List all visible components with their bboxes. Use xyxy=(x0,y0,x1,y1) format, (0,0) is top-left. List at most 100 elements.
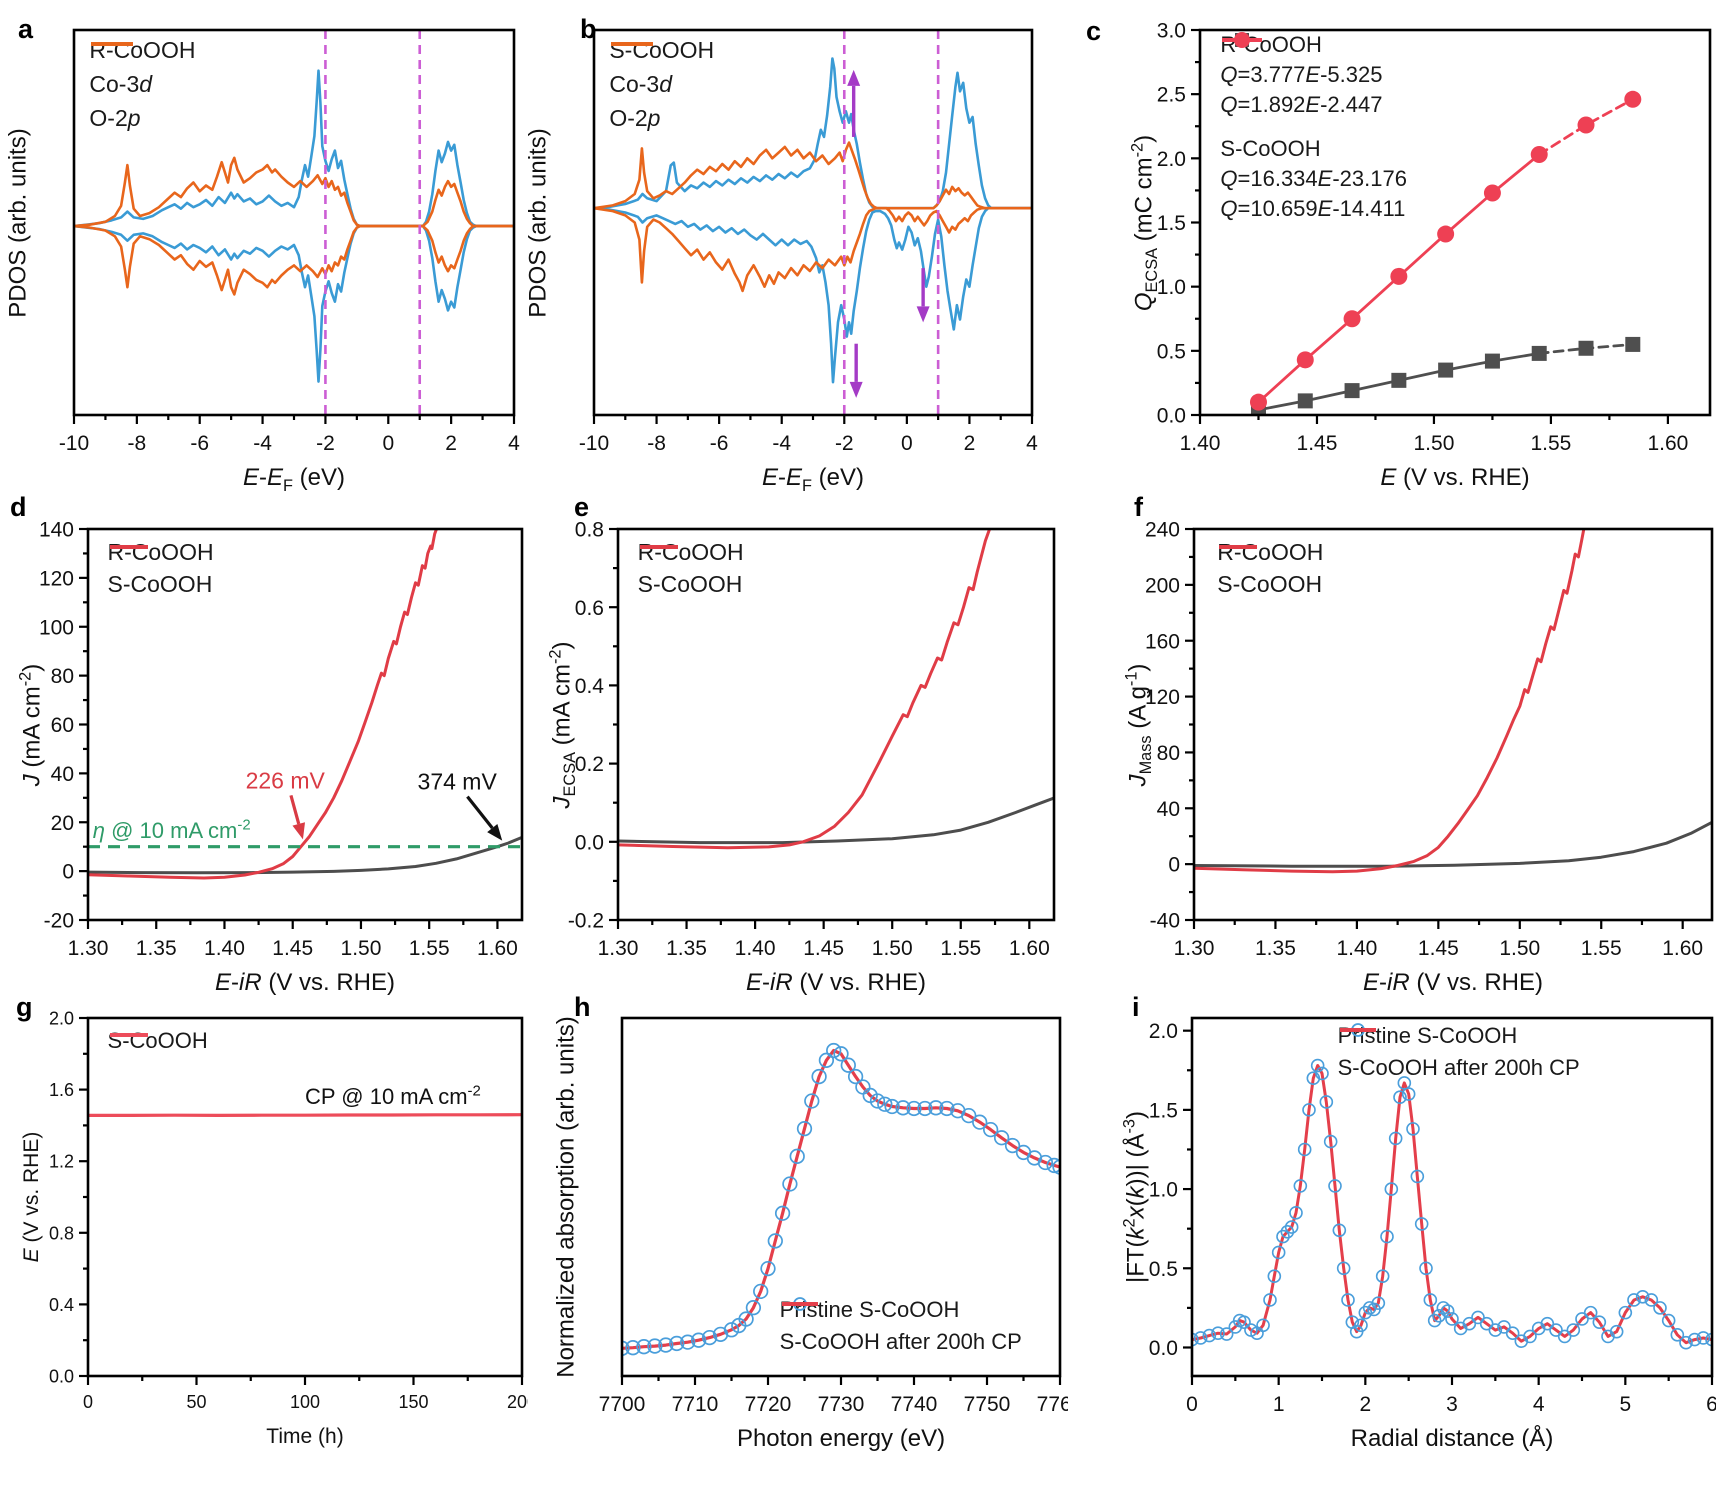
h-xanes-pristine-marker xyxy=(760,1260,776,1277)
x-tick-label: -2 xyxy=(835,432,854,455)
i-exafs-pristine-marker xyxy=(1679,1335,1693,1350)
h-xanes-pristine-marker xyxy=(636,1339,652,1355)
i-exafs-pristine-marker xyxy=(1319,1095,1334,1109)
panel-b-y-axis-label: PDOS (arb. units) xyxy=(524,127,552,318)
plot-frame xyxy=(592,28,1034,417)
y-tick-label: 0.0 xyxy=(575,831,604,854)
i-exafs-pristine-marker xyxy=(1635,1289,1650,1304)
i-exafs-pristine-marker xyxy=(1427,1313,1442,1328)
h-xanes-pristine-marker xyxy=(884,1098,900,1115)
x-tick-label: 7760 xyxy=(1037,1393,1068,1416)
legend-item: Q=3.777E-5.325 xyxy=(1220,38,1407,90)
x-tick-label: 1.40 xyxy=(1336,937,1377,960)
panel-d-x-axis-label: E-iR (V vs. RHE) xyxy=(214,969,396,996)
x-tick-label: 1.60 xyxy=(477,937,518,960)
a-o2p-dn-curve xyxy=(74,224,514,296)
x-tick-label: 6 xyxy=(1706,1393,1716,1416)
legend-item: S-CoOOH xyxy=(638,544,744,601)
panel-g-x-axis-label: Time (h) xyxy=(266,1425,344,1448)
panel-g-plot: 0 50 100 150 200 0.0 0.4 0.8 1.2 1.6 2.0 xyxy=(49,1008,528,1412)
panel-a: -10 -8 -6 -4 -2 0 2 4 a E-EF (eV) PDOS (arb. units… xyxy=(4,4,520,500)
x-tick-label: 4 xyxy=(1533,1393,1545,1416)
panel-letter-a: a xyxy=(18,14,34,44)
i-exafs-pristine-marker xyxy=(1644,1293,1659,1307)
h-xanes-pristine-marker xyxy=(1046,1157,1060,1174)
i-exafs-pristine-marker xyxy=(1256,1318,1270,1333)
x-tick-label: 1.60 xyxy=(1662,937,1703,960)
h-xanes-pristine-marker xyxy=(753,1283,769,1300)
h-xanes-pristine-marker xyxy=(972,1114,988,1130)
y-tick-label: 0.4 xyxy=(49,1295,74,1315)
plot-frame xyxy=(86,527,524,922)
h-xanes-pristine-marker xyxy=(767,1233,783,1249)
panel-c-legend: R-CoOOH Q=3.777E-5.325 Q=1.892E-2.447 S-CoO… xyxy=(1220,30,1407,224)
h-xanes-pristine-marker xyxy=(877,1096,893,1112)
y-tick-label: 2.0 xyxy=(1157,148,1186,171)
x-tick-label: 1.45 xyxy=(803,937,844,960)
i-exafs-pristine-marker xyxy=(1549,1323,1563,1337)
x-tick-label: 1.35 xyxy=(666,937,707,960)
i-exafs-pristine-marker xyxy=(1540,1316,1555,1331)
c-r-points-marker xyxy=(1625,336,1641,352)
legend-line-swatch-icon xyxy=(781,1301,818,1306)
y-tick-label: 120 xyxy=(1145,686,1180,709)
i-exafs-pristine-marker xyxy=(1705,1332,1712,1347)
x-tick-label: 1.55 xyxy=(409,937,450,960)
c-s-points-marker xyxy=(1249,393,1267,411)
x-tick-label: -6 xyxy=(190,432,209,455)
x-tick-label: 1.60 xyxy=(1009,937,1050,960)
legend-line-swatch-icon xyxy=(639,544,678,549)
arrow-head-icon xyxy=(916,306,930,323)
panel-letter-g: g xyxy=(16,992,33,1022)
plot-frame xyxy=(1198,28,1712,417)
panel-letter-d: d xyxy=(10,492,27,522)
legend-item: S-CoOOH xyxy=(609,34,714,68)
panel-a-y-axis-label: PDOS (arb. units) xyxy=(4,127,32,318)
panel-b-legend: S-CoOOH Co-3d O-2p xyxy=(609,34,714,136)
legend-item: Pristine S-CoOOH xyxy=(1338,1020,1580,1052)
arrow-head-icon xyxy=(847,69,861,86)
y-tick-label: 20 xyxy=(51,812,74,835)
x-tick-label: -10 xyxy=(579,432,609,455)
c-r-points-marker xyxy=(1578,340,1594,356)
f-r-lsv-mass-curve xyxy=(1194,820,1712,868)
h-xanes-pristine-marker xyxy=(869,1093,886,1109)
i-exafs-pristine-marker xyxy=(1297,1142,1312,1157)
x-tick-label: 7700 xyxy=(599,1393,646,1416)
panel-e-legend: R-CoOOH S-CoOOH xyxy=(638,537,744,601)
i-exafs-pristine-marker xyxy=(1523,1329,1537,1344)
f-s-lsv-mass-curve xyxy=(1194,529,1586,874)
h-xanes-pristine-marker xyxy=(840,1057,856,1073)
legend-label: S-CoOOH xyxy=(1217,571,1323,598)
legend-line-swatch-icon xyxy=(1219,544,1258,549)
i-exafs-pristine-marker xyxy=(1293,1179,1308,1193)
h-xanes-pristine-marker xyxy=(961,1107,977,1124)
h-xanes-pristine-marker xyxy=(847,1068,864,1085)
y-tick-label: 80 xyxy=(1157,742,1180,765)
legend-item: S-CoOOH xyxy=(1217,544,1323,601)
d-r-lsv-curve xyxy=(88,835,522,875)
y-tick-label: 40 xyxy=(51,763,74,786)
x-tick-label: 1.50 xyxy=(1499,937,1540,960)
legend-label: Q=10.659E-14.411 xyxy=(1220,196,1406,221)
y-tick-label: 2.0 xyxy=(1149,1020,1178,1043)
legend-label: O-2p xyxy=(609,105,661,132)
i-exafs-pristine-marker xyxy=(1276,1229,1290,1244)
legend-item: O-2p xyxy=(609,41,714,136)
x-tick-label: 1.35 xyxy=(136,937,177,960)
i-exafs-pristine-marker xyxy=(1267,1269,1282,1284)
panel-i: 0 1 2 3 4 5 6 0.0 0.5 1.0 1.5 2.0 i Radial distance (… xyxy=(1080,918,1716,1488)
h-xanes-pristine-marker xyxy=(658,1337,674,1353)
i-exafs-pristine-marker xyxy=(1661,1313,1676,1328)
panel-b-x-axis-label: E-EF (eV) xyxy=(761,464,865,495)
x-tick-label: -10 xyxy=(59,432,89,455)
x-tick-label: 2 xyxy=(964,432,976,455)
i-exafs-pristine-marker xyxy=(1445,1312,1459,1326)
y-tick-label: 40 xyxy=(1157,798,1180,821)
c-s-points-marker xyxy=(1390,267,1408,285)
y-tick-label: 0.2 xyxy=(575,753,604,776)
x-tick-label: 7710 xyxy=(672,1393,719,1416)
y-tick-label: 2.0 xyxy=(49,1008,74,1028)
y-tick-label: 200 xyxy=(1145,574,1180,597)
